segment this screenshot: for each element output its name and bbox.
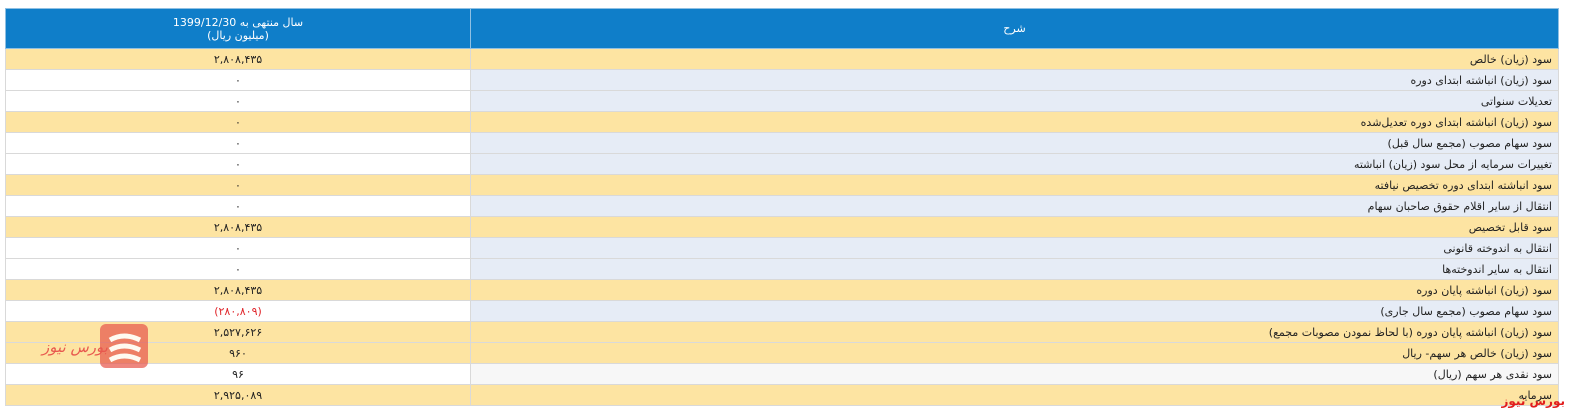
row-description: سود (زیان) خالص <box>470 48 1559 70</box>
row-description: انتقال به سایر اندوخته‌ها <box>470 258 1559 280</box>
table-header-row: سال منتهی به 1399/12/30 (میلیون ریال) شر… <box>5 8 1559 49</box>
row-description: سرمایه <box>470 384 1559 406</box>
row-value: ۰ <box>5 111 471 133</box>
table-row: ۹۶۰ سود (زیان) خالص هر سهم- ریال <box>5 342 1559 364</box>
row-description: انتقال از سایر اقلام حقوق صاحبان سهام <box>470 195 1559 217</box>
row-value-negative: (۲۸۰,۸۰۹) <box>5 300 471 322</box>
header-unit-label: (میلیون ریال) <box>207 28 269 42</box>
watermark-text: بورس نیوز <box>42 338 108 356</box>
corner-brand-label: بورس نیوز <box>1501 394 1565 408</box>
table-row: ۰ تعدیلات سنواتی <box>5 90 1559 112</box>
row-value: ۲,۹۲۵,۰۸۹ <box>5 384 471 406</box>
row-value: ۲,۸۰۸,۴۳۵ <box>5 48 471 70</box>
row-value: ۰ <box>5 132 471 154</box>
row-value: ۰ <box>5 237 471 259</box>
row-value: ۹۶ <box>5 363 471 385</box>
row-description: سود سهام مصوب (مجمع سال قبل) <box>470 132 1559 154</box>
row-description: سود انباشته ابتدای دوره تخصیص نیافته <box>470 174 1559 196</box>
table-row: ۲,۵۲۷,۶۲۶ سود (زیان) انباشته پایان دوره … <box>5 321 1559 343</box>
header-description-column: شرح <box>470 8 1559 49</box>
profit-allocation-table: سال منتهی به 1399/12/30 (میلیون ریال) شر… <box>5 8 1559 406</box>
row-value: ۰ <box>5 174 471 196</box>
table-row: ۰ سود سهام مصوب (مجمع سال قبل) <box>5 132 1559 154</box>
row-description: تغییرات سرمایه از محل سود (زیان) انباشته <box>470 153 1559 175</box>
row-description: سود (زیان) انباشته پایان دوره (با لحاظ ن… <box>470 321 1559 343</box>
table-row: ۲,۸۰۸,۴۳۵ سود (زیان) خالص <box>5 48 1559 70</box>
table-row: ۲,۹۲۵,۰۸۹ سرمایه <box>5 384 1559 406</box>
row-description: تعدیلات سنواتی <box>470 90 1559 112</box>
row-value: ۰ <box>5 90 471 112</box>
financial-table-container: سال منتهی به 1399/12/30 (میلیون ریال) شر… <box>5 8 1559 406</box>
row-description: انتقال به اندوخته قانونی <box>470 237 1559 259</box>
row-description: سود سهام مصوب (مجمع سال جاری) <box>470 300 1559 322</box>
row-description: سود (زیان) انباشته ابتدای دوره <box>470 69 1559 91</box>
table-row: (۲۸۰,۸۰۹) سود سهام مصوب (مجمع سال جاری) <box>5 300 1559 322</box>
row-value: ۲,۸۰۸,۴۳۵ <box>5 216 471 238</box>
row-description: سود نقدی هر سهم (ریال) <box>470 363 1559 385</box>
table-row: ۰ انتقال به اندوخته قانونی <box>5 237 1559 259</box>
row-description: سود (زیان) انباشته پایان دوره <box>470 279 1559 301</box>
table-row: ۰ سود (زیان) انباشته ابتدای دوره <box>5 69 1559 91</box>
table-row: ۰ انتقال از سایر اقلام حقوق صاحبان سهام <box>5 195 1559 217</box>
table-row: ۰ تغییرات سرمایه از محل سود (زیان) انباش… <box>5 153 1559 175</box>
row-value: ۰ <box>5 258 471 280</box>
row-description: سود قابل تخصیص <box>470 216 1559 238</box>
header-value-column: سال منتهی به 1399/12/30 (میلیون ریال) <box>5 8 471 49</box>
watermark-logo-icon <box>100 324 148 368</box>
table-row: ۲,۸۰۸,۴۳۵ سود قابل تخصیص <box>5 216 1559 238</box>
header-period-label: سال منتهی به 1399/12/30 <box>172 15 304 29</box>
row-value: ۰ <box>5 69 471 91</box>
row-description: سود (زیان) خالص هر سهم- ریال <box>470 342 1559 364</box>
row-value: ۰ <box>5 195 471 217</box>
table-row: ۰ سود انباشته ابتدای دوره تخصیص نیافته <box>5 174 1559 196</box>
table-row: ۹۶ سود نقدی هر سهم (ریال) <box>5 363 1559 385</box>
table-row: ۰ انتقال به سایر اندوخته‌ها <box>5 258 1559 280</box>
table-row: ۲,۸۰۸,۴۳۵ سود (زیان) انباشته پایان دوره <box>5 279 1559 301</box>
row-description: سود (زیان) انباشته ابتدای دوره تعدیل‌شده <box>470 111 1559 133</box>
row-value: ۲,۸۰۸,۴۳۵ <box>5 279 471 301</box>
table-row: ۰ سود (زیان) انباشته ابتدای دوره تعدیل‌ش… <box>5 111 1559 133</box>
row-value: ۰ <box>5 153 471 175</box>
